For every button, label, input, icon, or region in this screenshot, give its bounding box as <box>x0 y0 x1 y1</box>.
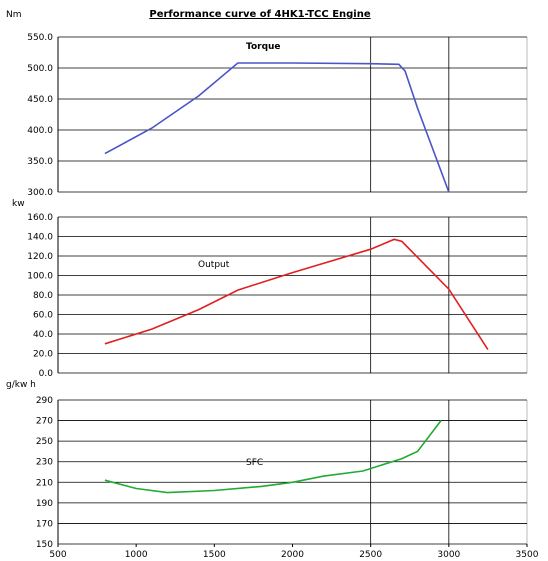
torque-y-tick-label: 500.0 <box>27 64 53 74</box>
output-unit-label: kw <box>12 199 25 209</box>
x-tick-label: 2000 <box>281 550 304 560</box>
sfc-unit-label: g/kw h <box>6 380 36 390</box>
x-tick-label: 3500 <box>516 550 539 560</box>
chart-title: Performance curve of 4HK1-TCC Engine <box>149 9 370 20</box>
output-y-tick-label: 100.0 <box>27 272 53 282</box>
output-series-label: Output <box>198 260 230 270</box>
x-tick-label: 2500 <box>359 550 382 560</box>
x-ticks: 500 1000 1500 2000 2500 3000 3500 <box>49 544 539 560</box>
sfc-y-ticks: 290 270 250 230 210 190 170 150 <box>36 396 53 550</box>
x-tick-label: 1500 <box>203 550 226 560</box>
output-y-tick-label: 120.0 <box>27 252 53 262</box>
output-y-tick-label: 140.0 <box>27 233 53 243</box>
torque-series-label: Torque <box>246 42 281 52</box>
output-y-tick-label: 40.0 <box>33 330 53 340</box>
sfc-y-tick-label: 270 <box>36 417 53 427</box>
sfc-series-line <box>104 420 442 494</box>
torque-y-tick-label: 400.0 <box>27 126 53 136</box>
sfc-y-tick-label: 170 <box>36 519 53 529</box>
torque-y-tick-label: 450.0 <box>27 95 53 105</box>
torque-y-tick-label: 350.0 <box>27 157 53 167</box>
output-series-line <box>104 238 489 351</box>
sfc-y-tick-label: 250 <box>36 437 53 447</box>
x-tick-label: 500 <box>49 550 66 560</box>
output-y-ticks: 160.0 140.0 120.0 100.0 80.0 60.0 40.0 20.0 0.0 <box>27 213 53 379</box>
sfc-y-tick-label: 190 <box>36 499 53 509</box>
sfc-y-tick-label: 150 <box>36 540 53 550</box>
torque-unit-label: Nm <box>6 10 22 20</box>
output-y-tick-label: 0.0 <box>39 369 54 379</box>
sfc-y-tick-label: 230 <box>36 458 53 468</box>
torque-y-tick-label: 300.0 <box>27 188 53 198</box>
x-tick-label: 1000 <box>125 550 148 560</box>
output-grid <box>57 216 528 374</box>
sfc-y-tick-label: 290 <box>36 396 53 406</box>
sfc-grid <box>57 399 528 545</box>
torque-panel: Nm 550.0 500.0 450.0 400.0 350.0 300.0 Torque <box>6 10 528 198</box>
output-panel: kw 160.0 140.0 120.0 100.0 80.0 60.0 40.0 20.0 0… <box>12 199 528 379</box>
sfc-panel: g/kw h 290 270 250 230 210 190 170 150 SFC <box>6 380 528 550</box>
sfc-y-tick-label: 210 <box>36 478 53 488</box>
output-y-tick-label: 80.0 <box>33 291 53 301</box>
torque-y-ticks: 550.0 500.0 450.0 400.0 350.0 300.0 <box>27 33 53 198</box>
torque-y-tick-label: 550.0 <box>27 33 53 43</box>
sfc-series-label: SFC <box>246 458 263 468</box>
torque-series-line <box>104 62 450 193</box>
output-y-tick-label: 160.0 <box>27 213 53 223</box>
x-tick-label: 3000 <box>437 550 460 560</box>
output-y-tick-label: 60.0 <box>33 311 53 321</box>
torque-grid <box>57 36 528 193</box>
output-y-tick-label: 20.0 <box>33 350 53 360</box>
